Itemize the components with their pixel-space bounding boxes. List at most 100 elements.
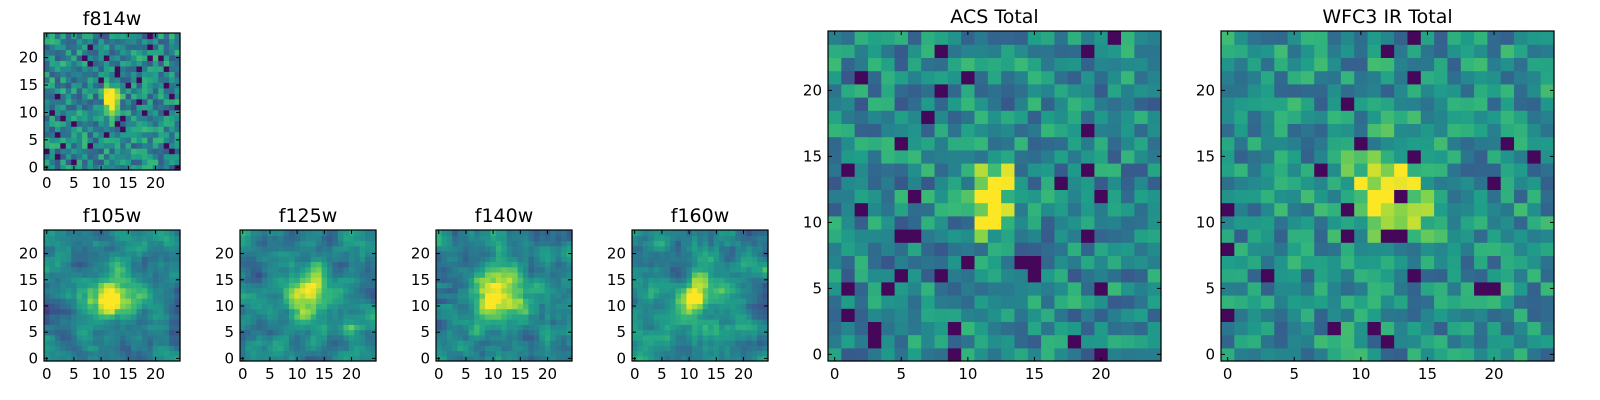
heatmap-cell bbox=[691, 235, 698, 242]
heatmap-cell bbox=[708, 350, 715, 357]
heatmap-cell bbox=[71, 159, 78, 166]
heatmap-cell bbox=[125, 313, 132, 320]
heatmap-cell bbox=[82, 256, 89, 263]
heatmap-cell bbox=[278, 266, 285, 273]
heatmap-cell bbox=[961, 83, 976, 98]
heatmap-cell bbox=[131, 287, 138, 294]
heatmap-cell bbox=[680, 261, 687, 268]
heatmap-cell bbox=[921, 123, 936, 138]
heatmap-cell bbox=[147, 98, 154, 105]
heatmap-cell bbox=[713, 303, 720, 310]
heatmap-cell bbox=[114, 266, 121, 273]
heatmap-cell bbox=[675, 271, 682, 278]
heatmap-cell bbox=[152, 334, 159, 341]
heatmap-cell bbox=[479, 256, 486, 263]
heatmap-cell bbox=[267, 245, 274, 252]
heatmap-cell bbox=[686, 277, 693, 283]
heatmap-cell bbox=[1340, 281, 1355, 296]
heatmap-cell bbox=[987, 295, 1002, 309]
heatmap-cell bbox=[365, 329, 372, 336]
heatmap-cell bbox=[828, 189, 842, 204]
heatmap-cell bbox=[169, 250, 176, 257]
heatmap-cell bbox=[648, 250, 655, 257]
heatmap-cell bbox=[1514, 57, 1528, 72]
heatmap-cell bbox=[337, 345, 344, 352]
heatmap-cell bbox=[125, 271, 132, 278]
heatmap-cell bbox=[1247, 334, 1262, 349]
heatmap-cell bbox=[147, 65, 154, 72]
heatmap-cell bbox=[65, 287, 72, 294]
heatmap-cell bbox=[158, 33, 165, 40]
heatmap-cell bbox=[267, 250, 274, 257]
heatmap-cell bbox=[659, 282, 666, 289]
heatmap-cell bbox=[751, 235, 758, 242]
heatmap-cell bbox=[1121, 242, 1135, 256]
heatmap-cell bbox=[348, 266, 355, 273]
heatmap-cell bbox=[680, 334, 687, 341]
heatmap-cell bbox=[1027, 57, 1042, 72]
heatmap-cell bbox=[60, 287, 67, 294]
heatmap-cell bbox=[343, 334, 350, 341]
heatmap-cell bbox=[125, 240, 132, 247]
heatmap-cell bbox=[44, 38, 51, 45]
heatmap-cell bbox=[495, 240, 502, 247]
heatmap-cell bbox=[103, 345, 110, 352]
panel-title: f105w bbox=[83, 205, 142, 227]
heatmap-cell bbox=[1380, 83, 1395, 98]
heatmap-cell bbox=[92, 271, 99, 278]
heatmap-cell bbox=[332, 282, 339, 289]
heatmap-cell bbox=[337, 282, 344, 289]
heatmap-cell bbox=[495, 334, 502, 341]
heatmap-cell bbox=[691, 230, 698, 236]
heatmap-cell bbox=[82, 245, 89, 252]
heatmap-cell bbox=[854, 136, 869, 151]
heatmap-cell bbox=[729, 313, 736, 320]
heatmap-cell bbox=[506, 292, 513, 299]
heatmap-cell bbox=[474, 245, 481, 252]
heatmap-cell bbox=[44, 65, 51, 72]
heatmap-cell bbox=[987, 189, 1002, 204]
heatmap-cell bbox=[446, 266, 453, 273]
heatmap-cell bbox=[653, 329, 660, 336]
heatmap-cell bbox=[729, 261, 736, 268]
heatmap-cell bbox=[1260, 308, 1275, 322]
heatmap-cell bbox=[907, 136, 922, 151]
heatmap-cell bbox=[120, 148, 127, 155]
heatmap-cell bbox=[463, 235, 470, 242]
heatmap-cell bbox=[441, 355, 448, 362]
heatmap-cell bbox=[131, 54, 138, 61]
heatmap-cell bbox=[1514, 149, 1528, 164]
heatmap-cell bbox=[114, 329, 121, 336]
heatmap-cell bbox=[1134, 202, 1149, 217]
heatmap-cell bbox=[1327, 136, 1342, 151]
heatmap-cell bbox=[680, 303, 687, 310]
heatmap-cell bbox=[1407, 202, 1422, 217]
heatmap-cell bbox=[240, 240, 247, 247]
heatmap-cell bbox=[729, 245, 736, 252]
heatmap-cell bbox=[664, 250, 671, 257]
heatmap-cell bbox=[533, 282, 540, 289]
heatmap-cell bbox=[881, 163, 896, 177]
heatmap-cell bbox=[907, 83, 922, 98]
heatmap-cell bbox=[1107, 136, 1122, 151]
heatmap-cell bbox=[1327, 321, 1342, 336]
heatmap-cell bbox=[1027, 242, 1042, 256]
heatmap-cell bbox=[272, 266, 279, 273]
heatmap-cell bbox=[152, 308, 159, 315]
heatmap-cell bbox=[332, 256, 339, 263]
heatmap-cell bbox=[1420, 70, 1435, 85]
heatmap-cell bbox=[267, 345, 274, 352]
heatmap-cell bbox=[907, 70, 922, 85]
heatmap-cell bbox=[517, 319, 524, 325]
heatmap-cell bbox=[136, 334, 143, 341]
heatmap-cell bbox=[1107, 334, 1122, 349]
heatmap-cell bbox=[1067, 347, 1082, 362]
heatmap-cell bbox=[1287, 189, 1302, 204]
heatmap-cell bbox=[98, 43, 105, 51]
heatmap-cell bbox=[501, 240, 508, 247]
heatmap-cell bbox=[686, 250, 693, 257]
heatmap-cell bbox=[343, 329, 350, 336]
heatmap-cell bbox=[65, 87, 72, 94]
heatmap-cell bbox=[1234, 136, 1249, 151]
heatmap-cell bbox=[468, 345, 475, 352]
